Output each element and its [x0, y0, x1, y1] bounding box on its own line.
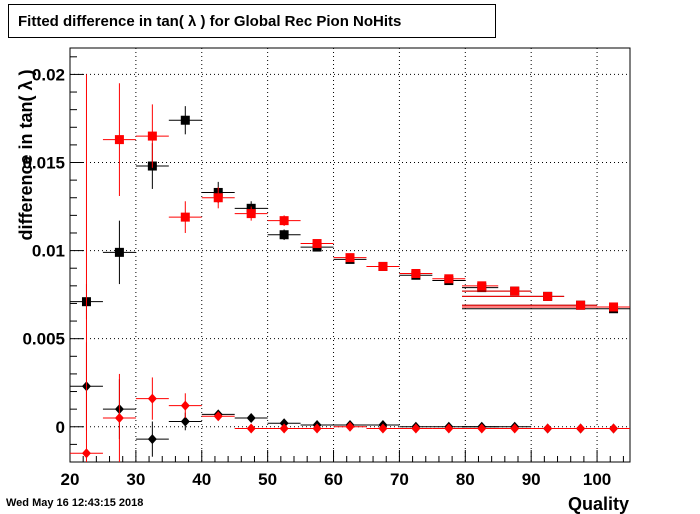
data-point	[312, 239, 322, 249]
data-point	[279, 216, 289, 226]
series-4	[70, 74, 630, 462]
series-2	[102, 83, 630, 312]
data-point	[147, 393, 157, 404]
data-point	[180, 416, 190, 427]
data-point	[609, 302, 619, 312]
data-point	[477, 281, 487, 291]
data-point	[543, 291, 553, 301]
y-tick-label: 0.005	[22, 330, 65, 349]
data-point	[213, 411, 223, 422]
data-point	[180, 212, 190, 222]
data-point	[147, 131, 157, 141]
y-tick-label: 0.01	[32, 242, 65, 261]
data-point	[345, 253, 355, 263]
data-point	[114, 412, 124, 423]
x-tick-label: 20	[61, 470, 80, 489]
y-tick-label: 0.015	[22, 154, 65, 173]
x-tick-label: 70	[390, 470, 409, 489]
chart-title: Fitted difference in tan( λ ) for Global…	[18, 13, 402, 30]
data-point	[345, 421, 355, 432]
x-tick-label: 60	[324, 470, 343, 489]
x-tick-label: 50	[258, 470, 277, 489]
footer-timestamp: Wed May 16 12:43:15 2018	[6, 497, 144, 509]
y-tick-label: 0.02	[32, 65, 65, 84]
data-point	[411, 423, 421, 434]
data-point	[114, 247, 124, 257]
data-point	[81, 448, 91, 459]
x-tick-label: 100	[583, 470, 611, 489]
data-point	[147, 434, 157, 445]
data-point	[246, 423, 256, 434]
data-point	[279, 230, 289, 240]
x-tick-label: 30	[126, 470, 145, 489]
y-tick-label: 0	[56, 418, 65, 437]
data-point	[180, 115, 190, 125]
x-tick-label: 80	[456, 470, 475, 489]
x-tick-label: 40	[192, 470, 211, 489]
data-point	[576, 300, 586, 310]
data-point	[510, 286, 520, 296]
data-point	[444, 423, 454, 434]
data-point	[246, 412, 256, 423]
data-layer	[70, 74, 630, 462]
x-tick-label: 90	[522, 470, 541, 489]
data-point	[378, 261, 388, 271]
data-point	[411, 268, 421, 278]
data-point	[114, 135, 124, 145]
data-point	[246, 209, 256, 219]
axes-layer: 20 30 40 50 60 70 80 90 100 0 0.005 0.01 0.015 0.02	[22, 47, 631, 489]
title-box: Fitted difference in tan( λ ) for Global…	[8, 4, 496, 38]
x-axis-title: Quality	[568, 494, 629, 514]
y-axis-title: difference in tan( λ )	[16, 69, 36, 240]
data-point	[312, 423, 322, 434]
data-point	[213, 193, 223, 203]
data-point	[609, 423, 619, 434]
data-point	[378, 423, 388, 434]
data-point	[180, 400, 190, 411]
data-point	[444, 274, 454, 284]
plot-frame	[69, 47, 631, 463]
data-point	[279, 423, 289, 434]
data-point	[279, 418, 289, 429]
